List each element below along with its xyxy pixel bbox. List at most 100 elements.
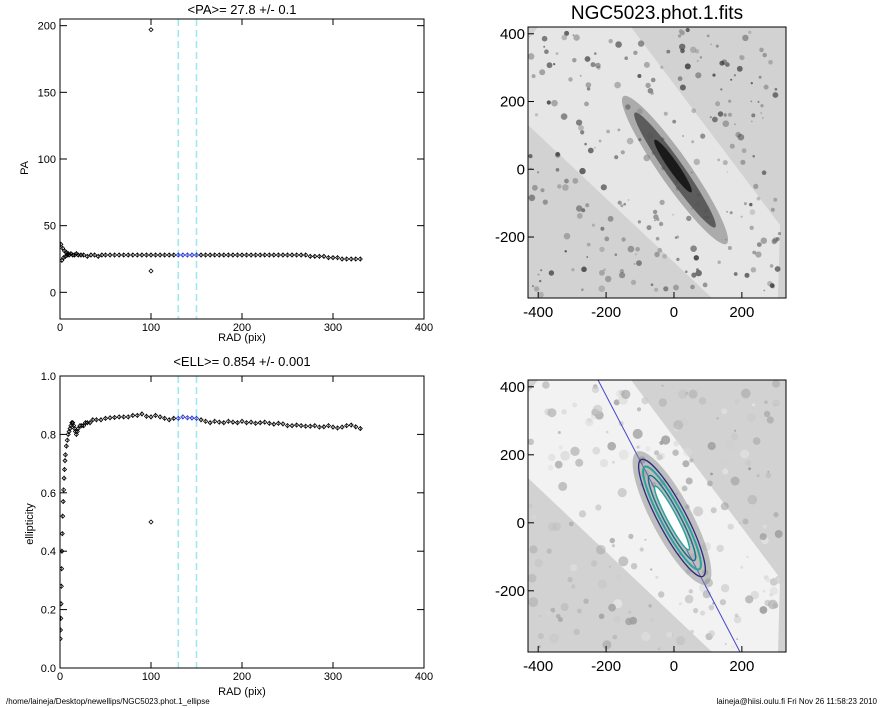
ell-ytick-label: 0.4 (41, 546, 56, 558)
masked-region (613, 399, 620, 406)
image-ytick-label: 400 (500, 26, 525, 43)
ell-point (64, 437, 70, 443)
masked-region (561, 409, 567, 415)
footer-path: /home/laineja/Desktop/newellips/NGC5023.… (6, 697, 210, 706)
image-source (751, 120, 753, 123)
image-ytick-label: 200 (500, 94, 525, 111)
image-source (650, 91, 654, 95)
masked-region (557, 431, 561, 434)
ell-xtick-label: 100 (142, 671, 160, 683)
masked-region (583, 598, 589, 604)
image-source (646, 225, 652, 231)
image-source (544, 49, 549, 54)
image-ytick-label: 400 (500, 379, 525, 396)
masked-region (773, 512, 779, 518)
image-source (727, 246, 732, 250)
masked-region (681, 485, 688, 492)
ell-point (61, 475, 67, 481)
image-source (677, 34, 682, 38)
image-source (717, 260, 721, 264)
ell-point (357, 425, 363, 432)
pa-point (84, 253, 90, 259)
image-source (767, 280, 773, 287)
image-source (655, 236, 660, 241)
masked-region (570, 446, 580, 456)
image-xtick-label: 0 (670, 304, 678, 321)
image-source (748, 30, 752, 34)
ell-point (112, 414, 118, 421)
masked-region (762, 524, 767, 529)
masked-region (721, 408, 728, 415)
image-source (734, 123, 736, 126)
image-title: NGC5023.phot.1.fits (571, 3, 743, 24)
image-source (580, 130, 585, 135)
image-source (623, 202, 626, 206)
masked-region (710, 507, 717, 514)
masked-region (764, 599, 771, 607)
masked-region (644, 538, 647, 541)
image-source (635, 247, 640, 252)
image-source (591, 223, 596, 227)
image-source (690, 46, 697, 53)
masked-region (756, 474, 760, 478)
image-source (541, 35, 548, 42)
image-source (717, 158, 721, 162)
masked-region (745, 460, 752, 466)
image-source (775, 237, 780, 241)
image-source (735, 131, 741, 138)
masked-region (636, 445, 640, 449)
image-source (581, 266, 587, 273)
pa-xlabel: RAD (pix) (218, 332, 266, 344)
masked-region (628, 533, 634, 540)
image-source (695, 72, 702, 79)
masked-region (595, 504, 602, 511)
masked-region (720, 458, 729, 467)
image-source (729, 211, 733, 215)
image-source (621, 237, 626, 242)
ell-point (307, 423, 313, 429)
masked-region (608, 603, 616, 612)
ell-point (257, 420, 263, 426)
pa-xtick-label: 400 (415, 322, 433, 334)
masked-region (558, 481, 568, 491)
ell-point (207, 420, 213, 426)
image-source (690, 245, 697, 252)
image-xtick-label: -200 (591, 304, 621, 321)
pa-point (60, 257, 65, 263)
image-source (532, 184, 538, 191)
image-ytick-label: 200 (500, 447, 525, 464)
masked-region (772, 602, 779, 609)
masked-region (542, 381, 550, 389)
masked-region (532, 514, 537, 520)
image-source (750, 82, 753, 85)
ell-xtick-label: 400 (415, 671, 433, 683)
image-source (753, 183, 759, 189)
image-xtick-label: 200 (729, 304, 754, 321)
image-source (760, 237, 767, 244)
pa-point (60, 245, 66, 251)
image-source (739, 55, 745, 61)
ell-point (139, 411, 145, 417)
masked-region (730, 432, 739, 441)
masked-region (607, 441, 616, 451)
ell-point (339, 424, 345, 430)
image-source (672, 213, 675, 216)
masked-region (774, 575, 783, 584)
image-source (733, 74, 737, 77)
image-source (772, 237, 779, 243)
ell-point (253, 420, 259, 426)
image-source (576, 119, 583, 126)
image-source (663, 286, 669, 292)
masked-region (613, 615, 621, 624)
masked-region (738, 522, 741, 525)
ell-point (148, 414, 154, 420)
image-source (537, 171, 540, 174)
image-source (715, 101, 721, 107)
image-source (702, 282, 708, 288)
ell-point (98, 417, 104, 423)
image-source (717, 111, 724, 117)
image-source (659, 199, 665, 205)
image-source (620, 150, 625, 155)
pa-ytick-label: 50 (44, 221, 56, 233)
masked-region (747, 413, 756, 422)
